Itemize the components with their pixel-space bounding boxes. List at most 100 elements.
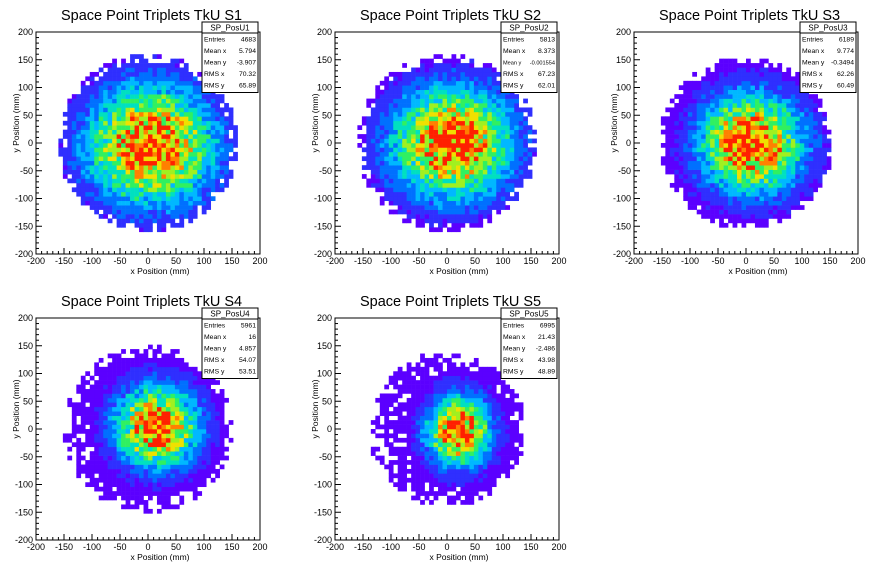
heatmap-bin: [116, 187, 122, 193]
heatmap-bin: [224, 397, 229, 403]
stats-row-label: Entries: [503, 37, 525, 44]
heatmap-bin: [817, 134, 823, 139]
heatmap-bin: [692, 156, 698, 162]
heatmap-bin: [683, 156, 689, 162]
heatmap-bin: [67, 446, 73, 452]
heatmap-bin: [514, 169, 519, 175]
heatmap-bin: [487, 169, 493, 175]
heatmap-bin: [518, 143, 524, 148]
heatmap-bin: [420, 151, 425, 157]
heatmap-bin: [179, 420, 185, 425]
heatmap-bin: [433, 214, 439, 219]
heatmap-bin: [85, 147, 91, 153]
heatmap-bin: [375, 174, 381, 179]
heatmap-bin: [134, 389, 140, 394]
heatmap-bin: [192, 393, 198, 399]
heatmap-bin: [125, 94, 131, 99]
heatmap-bin: [121, 491, 126, 496]
heatmap-bin: [388, 94, 394, 99]
heatmap-bin: [112, 107, 117, 113]
heatmap-bin: [799, 111, 805, 117]
heatmap-bin: [89, 442, 95, 448]
heatmap-bin: [67, 437, 73, 443]
heatmap-bin: [518, 111, 524, 117]
heatmap-bin: [777, 196, 783, 202]
heatmap-bin: [719, 214, 724, 219]
heatmap-bin: [188, 473, 194, 479]
heatmap-bin: [156, 174, 162, 179]
heatmap-bin: [139, 397, 144, 403]
heatmap-bin: [139, 451, 144, 456]
heatmap-bin: [683, 138, 689, 144]
heatmap-bin: [500, 129, 506, 135]
heatmap-bin: [112, 446, 117, 452]
heatmap-bin: [121, 406, 126, 412]
heatmap-bin: [143, 143, 149, 148]
heatmap-bin: [103, 125, 108, 130]
heatmap-bin: [732, 160, 738, 166]
heatmap-bin: [518, 182, 524, 188]
heatmap-bin: [85, 165, 91, 170]
heatmap-bin: [174, 380, 180, 385]
heatmap-bin: [384, 424, 390, 430]
heatmap-bin: [487, 76, 493, 82]
stats-row-value: 8.373: [538, 48, 555, 55]
heatmap-bin: [152, 375, 158, 381]
heatmap-bin: [438, 138, 443, 144]
heatmap-bin: [799, 151, 805, 157]
x-tick-label: 50: [171, 542, 181, 552]
heatmap-bin: [719, 120, 724, 126]
heatmap-bin: [482, 138, 488, 144]
heatmap-bin: [152, 160, 158, 166]
heatmap-bin: [152, 366, 158, 372]
heatmap-bin: [786, 160, 792, 166]
heatmap-bin: [98, 98, 104, 104]
heatmap-bin: [379, 182, 385, 188]
heatmap-bin: [130, 191, 135, 197]
heatmap-bin: [772, 94, 778, 99]
heatmap-bin: [786, 182, 792, 188]
heatmap-bin: [696, 169, 702, 175]
heatmap-bin: [808, 187, 814, 193]
heatmap-bin: [112, 200, 117, 206]
heatmap-bin: [768, 85, 774, 91]
heatmap-bin: [174, 98, 180, 104]
heatmap-bin: [210, 411, 216, 416]
heatmap-bin: [447, 169, 452, 175]
heatmap-bin: [388, 147, 394, 153]
heatmap-bin: [759, 165, 765, 170]
heatmap-bin: [759, 143, 765, 148]
heatmap-bin: [420, 165, 425, 170]
y-tick-label: -150: [15, 507, 33, 517]
heatmap-bin: [183, 143, 189, 148]
heatmap-bin: [491, 160, 497, 166]
heatmap-bin: [125, 504, 131, 510]
heatmap-bin: [438, 205, 443, 210]
heatmap-bin: [80, 160, 86, 166]
heatmap-bin: [737, 218, 742, 224]
heatmap-bin: [737, 111, 742, 117]
heatmap-bin: [799, 125, 805, 130]
heatmap-bin: [206, 116, 212, 122]
heatmap-bin: [442, 94, 448, 99]
heatmap-bin: [179, 125, 185, 130]
heatmap-bin: [411, 143, 416, 148]
heatmap-bin: [397, 165, 403, 170]
heatmap-bin: [228, 147, 234, 153]
heatmap-bin: [777, 85, 783, 91]
heatmap-bin: [393, 116, 399, 122]
heatmap-bin: [188, 178, 194, 184]
heatmap-bin: [464, 107, 470, 113]
heatmap-bin: [143, 107, 149, 113]
heatmap-bin: [719, 200, 724, 206]
heatmap-bin: [116, 218, 122, 224]
heatmap-bin: [714, 89, 720, 95]
heatmap-bin: [696, 120, 702, 126]
heatmap-bin: [165, 76, 171, 82]
heatmap-bin: [790, 76, 796, 82]
heatmap-bin: [156, 80, 162, 86]
heatmap-bin: [201, 120, 207, 126]
heatmap-bin: [210, 451, 216, 456]
heatmap-bin: [62, 160, 68, 166]
heatmap-bin: [71, 402, 77, 408]
